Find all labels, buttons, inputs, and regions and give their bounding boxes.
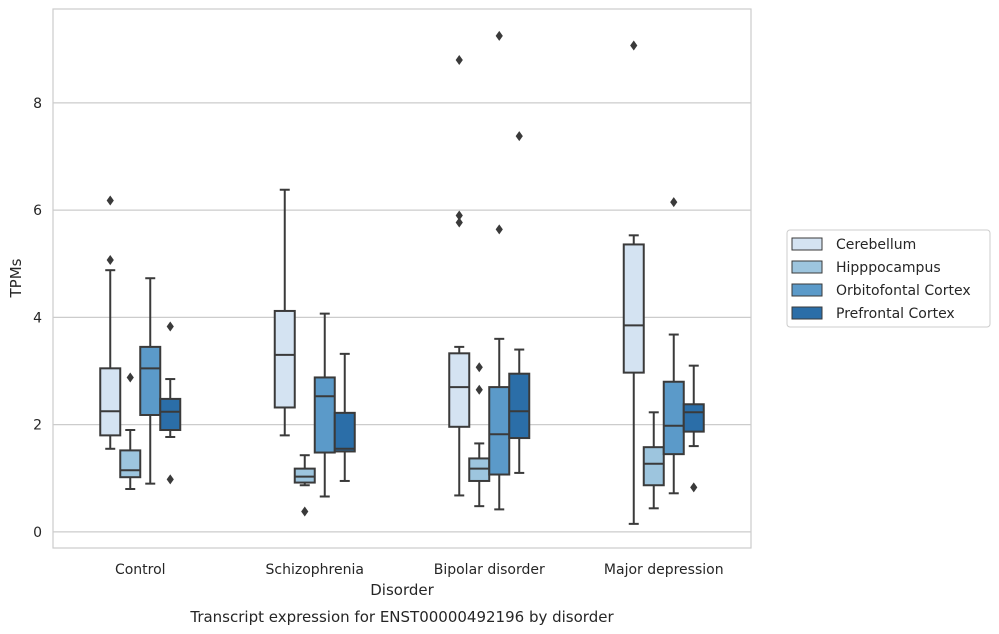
legend: Cerebellum Hipppocampus Orbitofontal Corte… — [786, 229, 991, 328]
y-tick-label: 2 — [33, 418, 42, 434]
box-hipppocampus — [119, 372, 142, 491]
y-axis-title: TPMs — [7, 258, 25, 298]
box-cerebellum — [273, 188, 296, 437]
box-body — [293, 467, 316, 484]
flier-point — [630, 40, 638, 51]
box-body — [508, 372, 531, 440]
box-prefrontal-cortex — [508, 131, 531, 474]
box-cerebellum — [622, 40, 645, 525]
legend-label: Hipppocampus — [836, 260, 941, 276]
x-tick-label: Major depression — [604, 562, 724, 578]
flier-point — [166, 474, 174, 485]
x-tick-labels: Control Schizophrenia Bipolar disorder Majo… — [115, 562, 724, 578]
x-tick-label: Schizophrenia — [266, 562, 364, 578]
box-prefrontal-cortex — [682, 364, 705, 493]
flier-point — [475, 384, 483, 395]
flier-point — [495, 224, 503, 235]
x-tick-label: Bipolar disorder — [434, 562, 545, 578]
box-body — [448, 352, 471, 428]
box-cerebellum — [99, 195, 122, 450]
box-body — [682, 403, 705, 433]
plot-frame — [52, 8, 752, 549]
box-body — [99, 367, 122, 437]
x-tick-label: Control — [115, 562, 166, 578]
y-tick-label: 4 — [33, 310, 42, 326]
legend-label: Cerebellum — [836, 237, 916, 253]
legend-swatch — [791, 260, 823, 274]
flier-point — [301, 506, 309, 517]
flier-point — [475, 362, 483, 373]
box-body — [333, 411, 356, 453]
y-tick-label: 6 — [33, 203, 42, 219]
box-body — [468, 457, 491, 482]
box-prefrontal-cortex — [159, 321, 182, 485]
box-body — [313, 376, 336, 454]
y-tick-label: 0 — [33, 525, 42, 541]
box-groups — [99, 30, 705, 525]
box-hipppocampus — [642, 411, 665, 510]
box-body — [488, 386, 511, 476]
flier-point — [455, 210, 463, 221]
box-orbitofontal-cortex — [139, 277, 162, 485]
legend-swatch — [791, 306, 823, 320]
flier-point — [515, 131, 523, 142]
chart-caption: Transcript expression for ENST0000049219… — [189, 608, 614, 626]
box-hipppocampus — [293, 454, 316, 517]
box-body — [662, 380, 685, 456]
box-body — [119, 449, 142, 479]
flier-point — [670, 197, 678, 208]
box-body — [273, 309, 296, 409]
flier-point — [126, 372, 134, 383]
flier-point — [106, 195, 114, 206]
box-orbitofontal-cortex — [662, 197, 685, 495]
flier-point — [106, 254, 114, 265]
flier-point — [455, 217, 463, 228]
box-prefrontal-cortex — [333, 352, 356, 482]
box-body — [642, 446, 665, 487]
legend-swatch — [791, 283, 823, 297]
legend-label: Orbitofontal Cortex — [836, 283, 971, 299]
box-body — [622, 243, 645, 374]
flier-point — [690, 482, 698, 493]
box-body — [159, 397, 182, 432]
box-orbitofontal-cortex — [488, 30, 511, 511]
legend-swatch — [791, 237, 823, 251]
legend-label: Prefrontal Cortex — [836, 306, 955, 322]
flier-point — [495, 30, 503, 41]
x-axis-title: Disorder — [370, 581, 434, 599]
box-body — [139, 345, 162, 416]
flier-point — [166, 321, 174, 332]
flier-point — [455, 54, 463, 65]
box-cerebellum — [448, 54, 471, 497]
legend-frame — [786, 229, 991, 328]
y-tick-labels: 0 2 4 6 8 — [33, 96, 42, 541]
y-tick-label: 8 — [33, 96, 42, 112]
